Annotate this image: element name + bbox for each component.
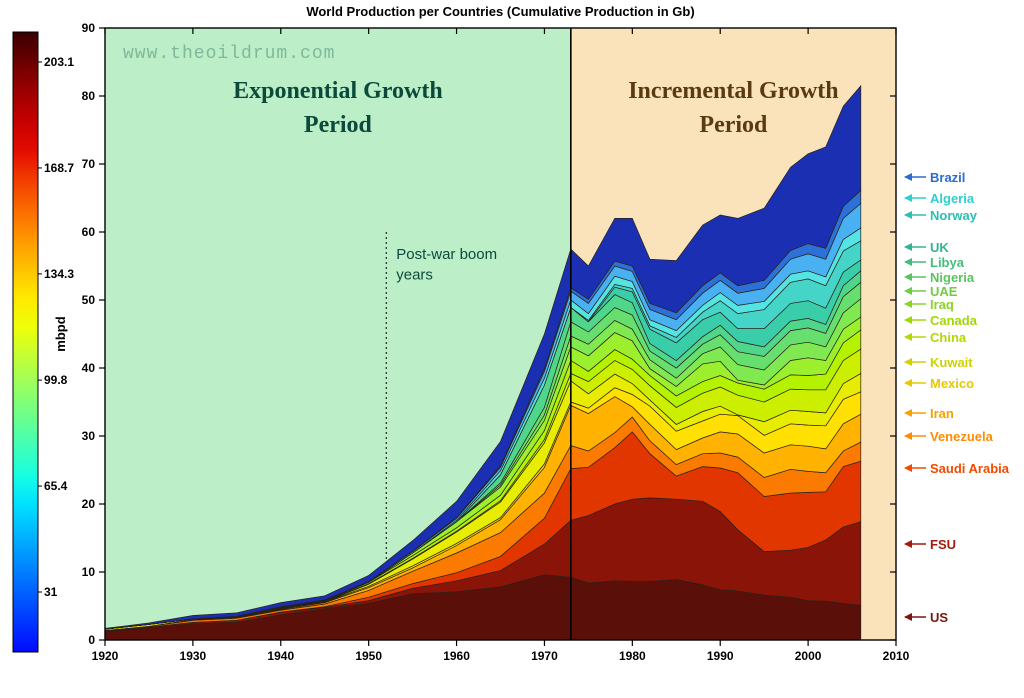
country-label-UK: UK <box>930 240 949 255</box>
country-label-Algeria: Algeria <box>930 191 975 206</box>
country-arrowhead <box>904 432 912 440</box>
country-arrowhead <box>904 464 912 472</box>
country-label-Venezuela: Venezuela <box>930 429 994 444</box>
colorbar <box>13 32 38 652</box>
chart-root: World Production per Countries (Cumulati… <box>0 0 1024 698</box>
y-tick: 70 <box>82 157 96 171</box>
x-tick: 1950 <box>355 649 382 663</box>
country-arrowhead <box>904 287 912 295</box>
country-arrowhead <box>904 258 912 266</box>
country-arrowhead <box>904 243 912 251</box>
country-arrowhead <box>904 316 912 324</box>
postwar-label2: years <box>396 267 433 284</box>
country-label-Mexico: Mexico <box>930 376 974 391</box>
colorbar-tick: 203.1 <box>44 55 74 69</box>
x-tick: 1940 <box>267 649 294 663</box>
country-label-Canada: Canada <box>930 313 978 328</box>
country-arrowhead <box>904 273 912 281</box>
x-tick: 1930 <box>180 649 207 663</box>
y-axis-label: mbpd <box>53 316 68 351</box>
country-label-Saudi Arabia: Saudi Arabia <box>930 461 1010 476</box>
country-label-FSU: FSU <box>930 537 956 552</box>
colorbar-tick: 168.7 <box>44 161 74 175</box>
country-label-Libya: Libya <box>930 255 965 270</box>
country-label-Kuwait: Kuwait <box>930 355 973 370</box>
x-tick: 2010 <box>883 649 910 663</box>
colorbar-tick: 134.3 <box>44 267 74 281</box>
inc-growth-label2: Period <box>699 112 768 138</box>
exp-growth-label: Exponential Growth <box>233 78 443 104</box>
chart-title: World Production per Countries (Cumulati… <box>306 4 694 19</box>
country-arrowhead <box>904 211 912 219</box>
country-label-UAE: UAE <box>930 284 958 299</box>
y-tick: 50 <box>82 293 96 307</box>
x-tick: 1990 <box>707 649 734 663</box>
x-tick: 1970 <box>531 649 558 663</box>
exp-growth-label2: Period <box>304 112 373 138</box>
country-label-Nigeria: Nigeria <box>930 270 975 285</box>
country-arrowhead <box>904 194 912 202</box>
country-arrowhead <box>904 409 912 417</box>
colorbar-tick: 31 <box>44 585 58 599</box>
country-label-Norway: Norway <box>930 208 978 223</box>
country-arrowhead <box>904 379 912 387</box>
colorbar-tick: 99.8 <box>44 373 68 387</box>
x-tick: 1960 <box>443 649 470 663</box>
x-tick: 2000 <box>795 649 822 663</box>
country-label-Iran: Iran <box>930 406 954 421</box>
y-tick: 20 <box>82 497 96 511</box>
country-arrowhead <box>904 333 912 341</box>
y-tick: 90 <box>82 21 96 35</box>
watermark: www.theoildrum.com <box>123 44 335 64</box>
country-arrowhead <box>904 173 912 181</box>
postwar-label: Post-war boom <box>396 246 497 263</box>
y-tick: 0 <box>88 633 95 647</box>
country-arrowhead <box>904 613 912 621</box>
y-tick: 80 <box>82 89 96 103</box>
y-tick: 30 <box>82 429 96 443</box>
colorbar-tick: 65.4 <box>44 479 68 493</box>
country-label-US: US <box>930 610 948 625</box>
country-label-China: China <box>930 330 967 345</box>
inc-growth-label: Incremental Growth <box>628 78 838 104</box>
country-arrowhead <box>904 358 912 366</box>
y-tick: 40 <box>82 361 96 375</box>
country-arrowhead <box>904 540 912 548</box>
country-label-Brazil: Brazil <box>930 170 965 185</box>
country-label-Iraq: Iraq <box>930 297 954 312</box>
x-tick: 1980 <box>619 649 646 663</box>
y-tick: 10 <box>82 565 96 579</box>
y-tick: 60 <box>82 225 96 239</box>
x-tick: 1920 <box>92 649 119 663</box>
country-arrowhead <box>904 300 912 308</box>
